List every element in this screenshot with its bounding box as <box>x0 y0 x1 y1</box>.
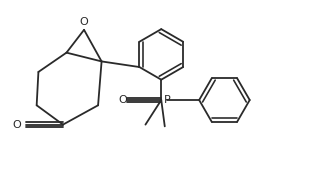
Text: O: O <box>80 17 88 27</box>
Text: O: O <box>13 120 22 130</box>
Text: P: P <box>164 95 170 105</box>
Text: O: O <box>118 95 127 105</box>
